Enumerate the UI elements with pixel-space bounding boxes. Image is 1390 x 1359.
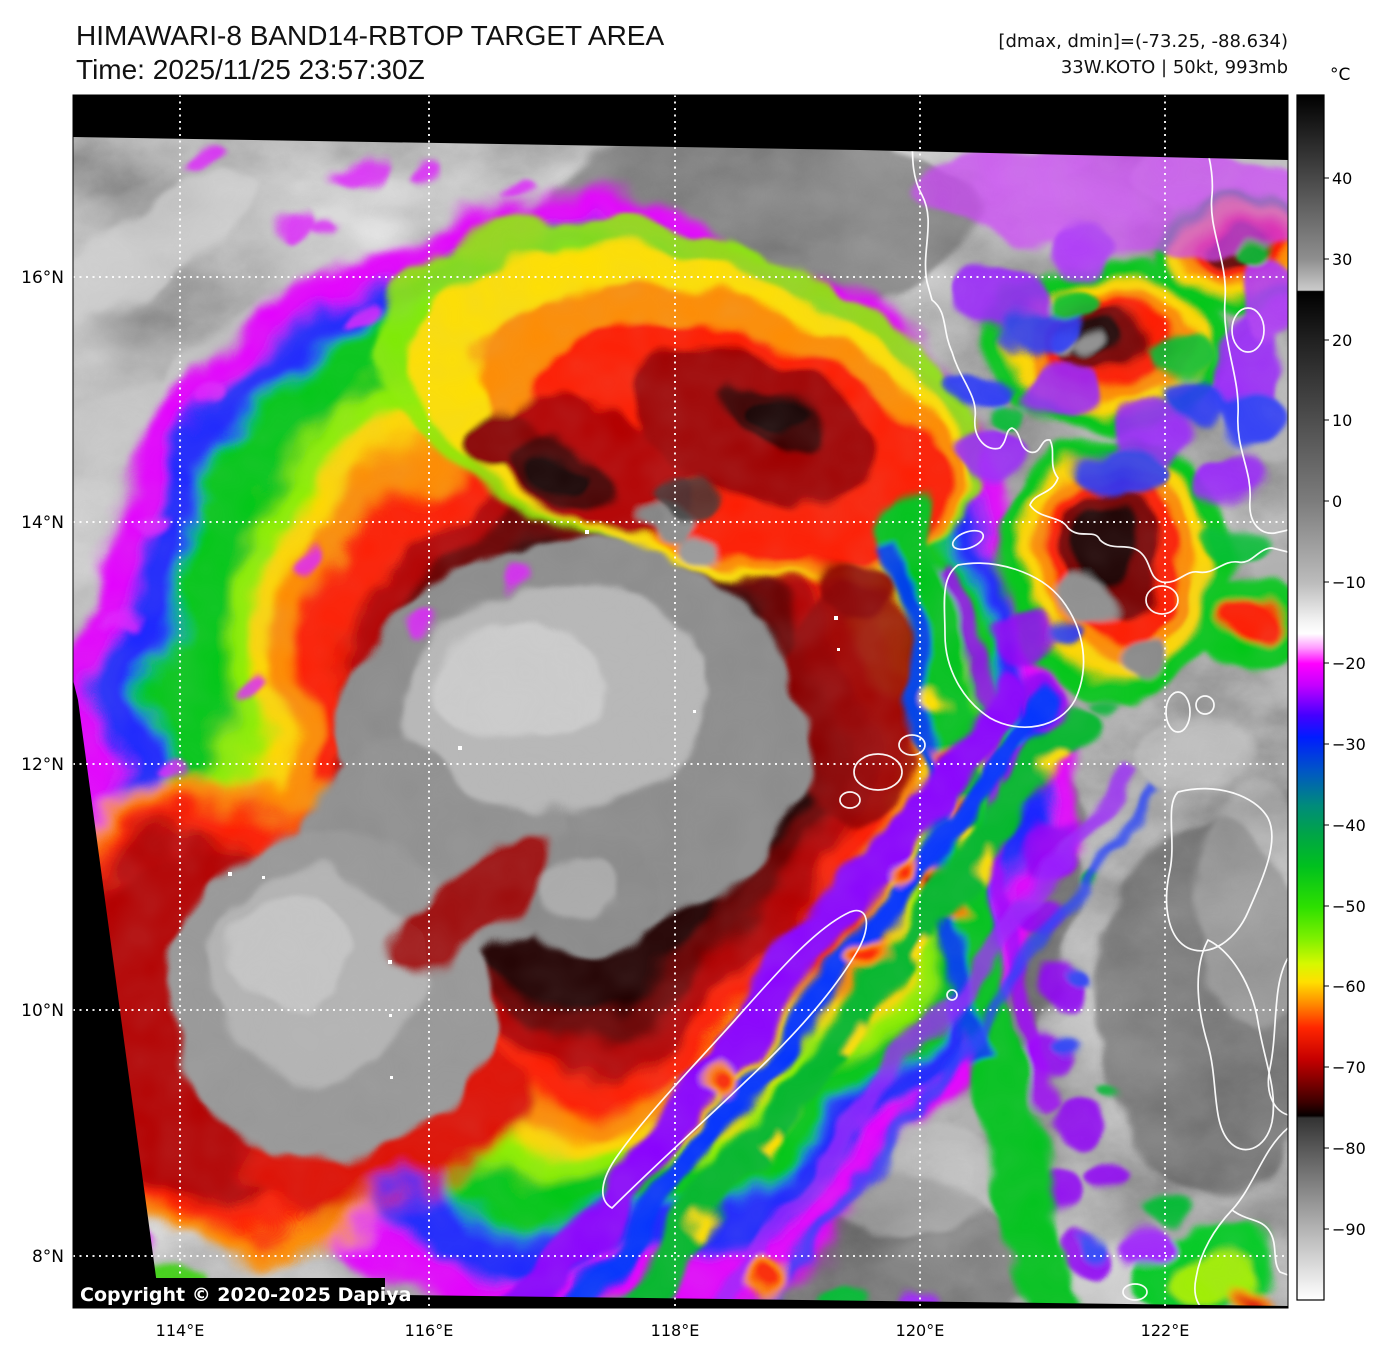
graticule — [73, 95, 1288, 1308]
coastline-islet — [1122, 1283, 1148, 1301]
colorbar-tick-40: 40 — [1332, 169, 1352, 188]
coastline-busuanga — [853, 753, 903, 791]
lat-label-12n: 12°N — [21, 755, 64, 775]
colorbar-tick-m50: −50 — [1332, 897, 1366, 916]
lat-label-8n: 8°N — [32, 1247, 64, 1267]
coastline-cuyo — [946, 989, 958, 1001]
figure-time: Time: 2025/11/25 23:57:30Z — [76, 54, 425, 85]
copyright-text: Copyright © 2020-2025 Dapiya — [80, 1284, 411, 1306]
colorbar-unit: °C — [1330, 65, 1350, 85]
coastline-mindoro — [943, 562, 1085, 729]
lat-label-16n: 16°N — [21, 268, 64, 288]
colorbar-tick-m10: −10 — [1332, 573, 1366, 592]
colorbar-tick-m40: −40 — [1332, 816, 1366, 835]
colorbar-tick-10: 10 — [1332, 411, 1352, 430]
figure-title: HIMAWARI-8 BAND14-RBTOP TARGET AREA — [76, 20, 664, 51]
lon-label-118e: 118°E — [651, 1321, 700, 1340]
colorbar-tick-20: 20 — [1332, 331, 1352, 350]
coastline-panay — [1165, 787, 1273, 952]
lon-label-116e: 116°E — [405, 1321, 454, 1340]
coastline-luzon-west — [907, 95, 1288, 584]
coastline-tablas — [1165, 691, 1191, 733]
plot-frame — [72, 94, 1289, 1309]
coastline-luzon-east — [1189, 95, 1288, 535]
coastline-lubang — [951, 529, 985, 551]
colorbar-tick-0: 0 — [1332, 492, 1342, 511]
colorbar-tick-30: 30 — [1332, 250, 1352, 269]
longitude-labels: 114°E 116°E 118°E 120°E 122°E — [156, 1321, 1190, 1340]
scan-void-wedges — [73, 95, 1288, 1308]
coastline-zamboanga — [1231, 1209, 1288, 1276]
coastline-palawan — [601, 909, 868, 1210]
coastline-marinduque — [1145, 585, 1179, 615]
coastline-culion — [898, 734, 926, 756]
coastlines — [601, 95, 1288, 1308]
colorbar-tick-m60: −60 — [1332, 977, 1366, 996]
lon-label-114e: 114°E — [156, 1321, 205, 1340]
dmax-dmin-readout: [dmax, dmin]=(-73.25, -88.634) — [998, 31, 1288, 52]
colorbar-tick-m80: −80 — [1332, 1139, 1366, 1158]
storm-id-readout: 33W.KOTO | 50kt, 993mb — [1061, 57, 1288, 78]
colorbar-tick-m90: −90 — [1332, 1220, 1366, 1239]
coastline-negros — [1197, 938, 1275, 1151]
cold-pixel-dots — [228, 530, 840, 1079]
coastline-romblon — [1195, 695, 1215, 715]
colorbar-tick-m20: −20 — [1332, 654, 1366, 673]
colorbar-tickmarks — [1324, 177, 1329, 1230]
colorbar-ramp — [1296, 94, 1325, 1301]
colorbar-tick-m30: −30 — [1332, 735, 1366, 754]
lat-label-10n: 10°N — [21, 1001, 64, 1021]
colorbar-tick-m70: −70 — [1332, 1058, 1366, 1077]
colorbar: °C 40 30 20 10 0 −10 −20 −30 −40 −50 −60… — [1296, 65, 1366, 1301]
lon-label-122e: 122°E — [1141, 1321, 1190, 1340]
lat-label-14n: 14°N — [21, 513, 64, 533]
latitude-labels: 16°N 14°N 12°N 10°N 8°N — [21, 268, 64, 1267]
satellite-image: Copyright © 2020-2025 Dapiya — [73, 95, 1288, 1308]
lon-label-120e: 120°E — [896, 1321, 945, 1340]
coastline-cebu — [1267, 957, 1288, 1116]
coastline-linapacan — [839, 791, 861, 809]
coastline-polillo — [1231, 307, 1265, 353]
copyright-box — [73, 1278, 385, 1308]
colorbar-tick-labels: 40 30 20 10 0 −10 −20 −30 −40 −50 −60 −7… — [1332, 169, 1366, 1239]
coastline-mindanao — [1194, 1127, 1288, 1308]
